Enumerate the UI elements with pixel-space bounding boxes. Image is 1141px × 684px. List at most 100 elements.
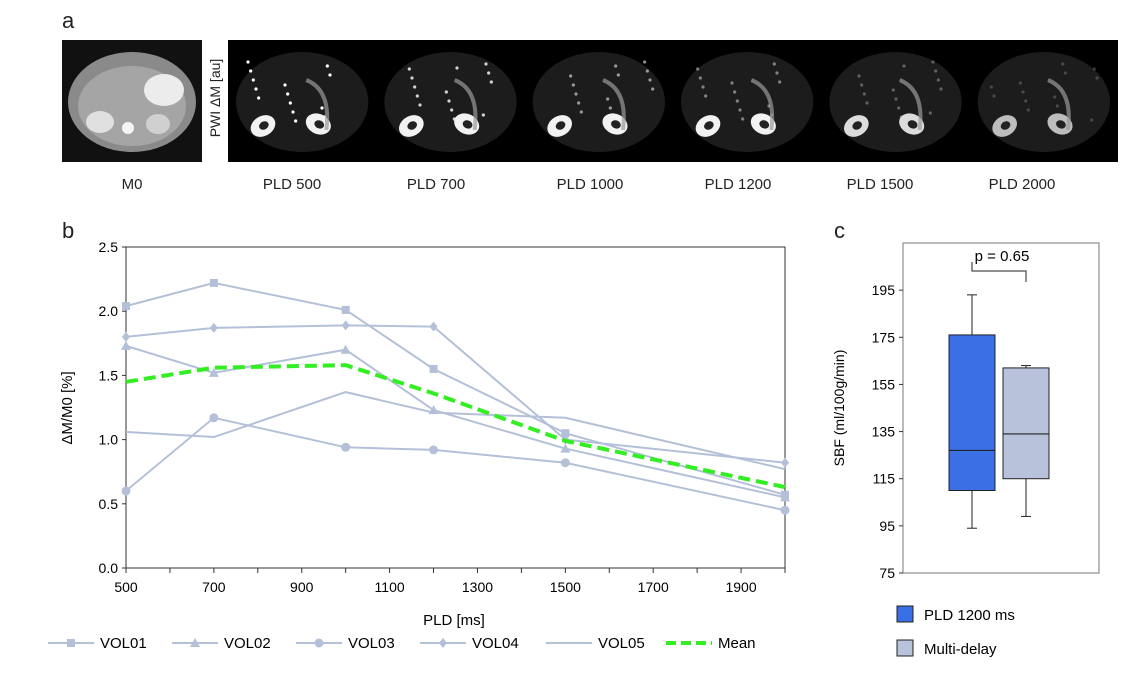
speckle [860,83,864,87]
speckle [569,74,573,78]
speckle [1018,81,1022,85]
speckle [410,76,414,80]
speckle [286,92,290,96]
x-tick-label: 1300 [462,579,493,595]
body-outline [681,52,814,152]
vessel [305,78,330,131]
y-axis-label: ΔM/M0 [%] [59,371,76,444]
x-tick-label: 1500 [550,579,581,595]
speckle [648,78,652,82]
speckle [608,106,612,110]
line-chart: 0.0 0.5 1.0 1.5 2.0 2.5 500 700 900 1100 1300 1500… [48,239,790,652]
pwi-axis-label-box: PWI ΔM [au] [204,40,226,162]
speckle [487,71,491,75]
circle-marker [209,413,219,423]
legend-label: Multi-delay [924,641,997,658]
speckle [577,101,581,105]
speckle [1021,90,1025,94]
diamond-marker [439,638,447,648]
speckle [772,62,776,66]
sbf-axis-label: SBF (ml/100g/min) [831,350,847,467]
speckle [857,74,861,78]
legend-item-vol05: VOL05 [546,635,645,652]
body-outline [236,52,369,152]
pwi-frame [236,52,369,152]
kidney [992,115,1017,137]
speckle [1095,76,1099,80]
series-line [125,391,786,471]
speckle [481,113,485,117]
y-tick-label: 1.0 [99,432,119,448]
speckle [939,87,943,91]
legend-item-vol01: VOL01 [48,635,147,652]
speckle [283,83,287,87]
series-line [125,281,786,496]
x-axis-label: PLD [ms] [423,612,485,629]
legend-swatch [896,639,914,657]
speckle [897,106,901,110]
legend-label: VOL05 [598,635,645,652]
body-outline [384,52,517,152]
speckle [579,110,583,114]
speckle [415,94,419,98]
kidney [547,115,572,137]
m0-image [62,40,202,162]
body-outline [977,52,1110,152]
pwi-frame [681,52,814,152]
speckle [447,99,451,103]
kidney [695,115,721,137]
series-mean [125,363,786,490]
legend-swatch [896,605,914,623]
y-tick-label: 2.0 [99,303,119,319]
significance-bracket [971,262,1027,282]
square-marker [122,302,130,311]
panel-letter-c: c [834,218,845,243]
speckle [862,92,866,96]
pld-label-2000: PLD 2000 [988,176,1056,193]
x-tick-label: 1700 [638,579,669,595]
speckle [698,76,702,80]
square-marker [341,305,350,314]
y-tick-label: 195 [872,282,896,298]
series-line [125,416,786,512]
speckle [444,90,448,94]
speckle [738,108,742,112]
box-plot: 75 95 115 135 155 175 195 SBF (ml/100g/min) p … [831,242,1100,658]
pld-label-1000: PLD 1000 [556,176,624,193]
speckle [701,85,705,89]
y-tick-label: 0.5 [99,496,119,512]
series-line [125,363,786,490]
panel-letter-a: a [62,8,75,33]
triangle-marker [208,367,219,377]
triangle-marker [780,492,790,502]
speckle [1055,104,1059,108]
speckle [928,111,932,115]
triangle-marker [190,638,200,647]
speckle [1092,67,1096,71]
legend-label: Mean [718,635,756,652]
pwi-frame [532,52,665,152]
legend-item-multi-delay: Multi-delay [896,639,997,658]
legend-label: PLD 1200 ms [924,607,1015,624]
speckle [413,85,417,89]
y-tick-label: 135 [872,424,896,440]
x-tick-label: 700 [202,579,226,595]
speckle [741,117,745,121]
speckle [294,119,298,123]
speckle [418,103,422,107]
vessel [602,78,626,131]
plot-area-border [125,246,786,569]
pld-label-700: PLD 700 [406,176,466,193]
speckle [1053,95,1057,99]
speckle [614,64,618,68]
y-tick-label: 75 [879,565,895,581]
speckle [1090,118,1094,122]
speckle [455,66,459,70]
speckle [891,88,895,92]
series-vol05 [125,391,786,471]
x-tick-label: 1100 [375,579,405,595]
speckle [616,73,620,77]
iqr-box [1002,367,1050,480]
speckle [778,80,782,84]
speckle [651,87,655,91]
